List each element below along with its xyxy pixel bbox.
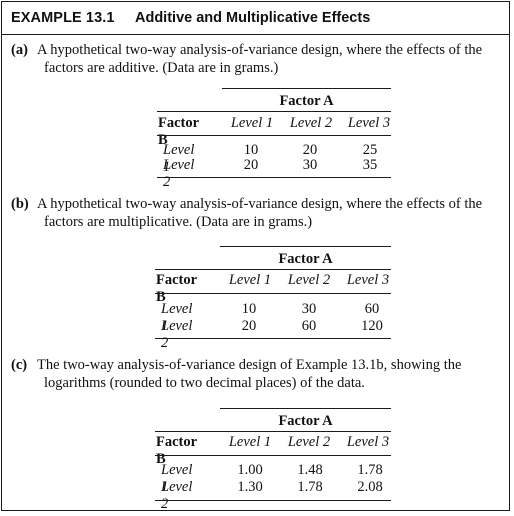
table-b-r2c1: 20 xyxy=(241,318,257,334)
table-b-r1c1: 10 xyxy=(241,301,257,317)
table-a-top-rule xyxy=(222,88,391,89)
table-b-row-2-label: Level 2 xyxy=(161,318,193,351)
part-b-line1: A hypothetical two-way analysis-of-varia… xyxy=(37,196,483,212)
table-b-col-3: Level 3 xyxy=(346,272,390,288)
table-c-r2c1: 1.30 xyxy=(237,479,263,495)
part-a-text: (a) A hypothetical two-way analysis-of-va… xyxy=(11,41,505,77)
example-number: EXAMPLE 13.1 xyxy=(11,10,115,26)
part-c-line1: The two-way analysis-of-variance design … xyxy=(37,357,462,373)
part-a-line2: factors are additive. (Data are in grams… xyxy=(44,60,279,76)
example-header: EXAMPLE 13.1 Additive and Multiplicative… xyxy=(2,2,509,35)
part-a-tag: (a) xyxy=(11,42,28,58)
table-c-factor-a: Factor A xyxy=(278,413,333,429)
table-a-mid-rule xyxy=(157,111,391,112)
table-a-col-2: Level 2 xyxy=(289,115,333,131)
table-b-r1c3: 60 xyxy=(364,301,380,317)
table-a-col-1: Level 1 xyxy=(230,115,274,131)
table-b-r2c3: 120 xyxy=(361,318,383,334)
table-c-col-2: Level 2 xyxy=(287,434,331,450)
table-c-r1c3: 1.78 xyxy=(357,462,383,478)
part-c-line2: logarithms (rounded to two decimal place… xyxy=(44,375,365,391)
table-a-factor-a: Factor A xyxy=(279,93,334,109)
table-c-factor-b: Factor B xyxy=(156,434,197,467)
table-a-r1c1: 10 xyxy=(243,142,259,158)
table-b-row-1-label: Level 1 xyxy=(161,301,193,334)
table-c-col-3: Level 3 xyxy=(346,434,390,450)
part-c-tag: (c) xyxy=(11,357,28,373)
part-b-line2: factors are multiplicative. (Data are in… xyxy=(44,214,313,230)
table-b-mid-rule xyxy=(155,269,391,270)
table-b-col-1: Level 1 xyxy=(228,272,272,288)
table-a-factor-b: Factor B xyxy=(158,115,199,148)
table-b-bottom-rule xyxy=(155,338,391,339)
table-b-head-rule xyxy=(155,293,391,294)
table-c-head-rule xyxy=(155,455,391,456)
table-b-col-2: Level 2 xyxy=(287,272,331,288)
table-c-row-1-label: Level 1 xyxy=(161,462,193,495)
table-a-row-1-label: Level 1 xyxy=(163,142,195,175)
table-c-r1c1: 1.00 xyxy=(237,462,263,478)
table-c-r2c2: 1.78 xyxy=(297,479,323,495)
table-a-r2c3: 35 xyxy=(362,157,378,173)
table-c-top-rule xyxy=(220,408,391,409)
part-b-text: (b) A hypothetical two-way analysis-of-va… xyxy=(11,195,505,231)
table-b-r2c2: 60 xyxy=(301,318,317,334)
table-b-factor-a: Factor A xyxy=(278,251,333,267)
table-c-bottom-rule xyxy=(155,500,391,501)
table-a-col-3: Level 3 xyxy=(347,115,391,131)
table-a-bottom-rule xyxy=(157,177,391,178)
table-b-r1c2: 30 xyxy=(301,301,317,317)
table-a-row-2-label: Level 2 xyxy=(163,157,195,190)
table-c-r2c3: 2.08 xyxy=(357,479,383,495)
table-c-col-1: Level 1 xyxy=(228,434,272,450)
table-a-head-rule xyxy=(157,135,391,136)
table-a-r2c2: 30 xyxy=(302,157,318,173)
table-a-r1c3: 25 xyxy=(362,142,378,158)
table-a-r2c1: 20 xyxy=(243,157,259,173)
table-c-r1c2: 1.48 xyxy=(297,462,323,478)
table-a-r1c2: 20 xyxy=(302,142,318,158)
part-a-line1: A hypothetical two-way analysis-of-varia… xyxy=(37,42,483,58)
table-b-factor-b: Factor B xyxy=(156,272,197,305)
part-c-text: (c) The two-way analysis-of-variance desi… xyxy=(11,356,505,392)
table-b-top-rule xyxy=(220,246,391,247)
part-b-tag: (b) xyxy=(11,196,29,212)
table-c-mid-rule xyxy=(155,431,391,432)
table-c-row-2-label: Level 2 xyxy=(161,479,193,512)
example-title: Additive and Multiplicative Effects xyxy=(135,10,371,26)
